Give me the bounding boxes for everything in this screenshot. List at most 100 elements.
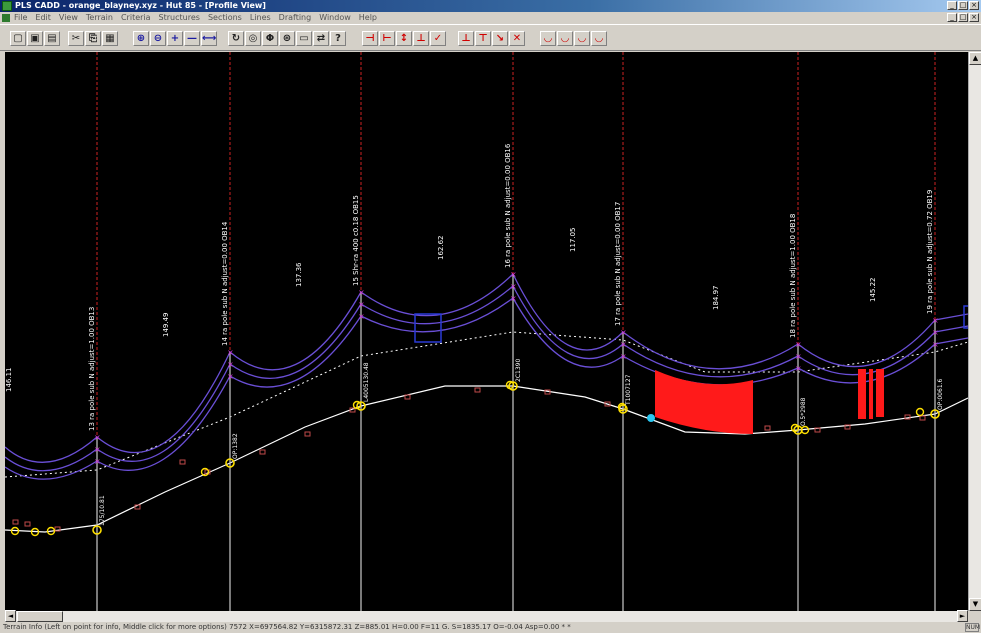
crossing-box-icon — [963, 305, 968, 329]
paste-special-icon[interactable]: ⇄ — [313, 31, 329, 46]
menu-window[interactable]: Window — [319, 13, 351, 22]
maximize-button[interactable]: □ — [958, 1, 968, 10]
attachment-point-icon: × — [94, 433, 101, 442]
sag-clearance-icon[interactable]: ◡ — [574, 31, 590, 46]
move-structure-icon[interactable]: ⊢ — [379, 31, 395, 46]
sag-icon[interactable]: ◡ — [540, 31, 556, 46]
orbit-icon[interactable]: Φ — [262, 31, 278, 46]
conductor-wire — [5, 272, 968, 463]
attachment-point-icon: × — [227, 360, 234, 369]
toolbar-group: ⊣ ⊢ ↕ ⊥ ✓ — [362, 31, 447, 47]
rotate-icon[interactable]: ↻ — [228, 31, 244, 46]
menu-help[interactable]: Help — [358, 13, 378, 22]
attachment-point-icon: × — [620, 340, 627, 349]
vertical-scrollbar[interactable]: ▲ ▼ — [968, 52, 981, 611]
profile-canvas[interactable]: × × × 13 ra pole sub N adjust=1.00 OB13 175/… — [5, 52, 968, 611]
attachment-point-icon: × — [510, 282, 517, 291]
terrain-slope-icon[interactable]: ↘ — [492, 31, 508, 46]
terrain-move-icon[interactable]: ⊤ — [475, 31, 491, 46]
structure-label: 16 ra pole sub N adjust=0.00 OB16 — [504, 143, 512, 268]
structure-span-icon[interactable]: ⊥ — [413, 31, 429, 46]
terrain-point-icon — [179, 459, 186, 465]
close-button[interactable]: × — [969, 1, 979, 10]
attachment-point-icon: × — [227, 372, 234, 381]
zoom-out-icon[interactable]: ⊖ — [150, 31, 166, 46]
attachment-point-icon: × — [620, 328, 627, 337]
terrain-point-icon — [12, 519, 19, 525]
menu-edit[interactable]: Edit — [35, 13, 51, 22]
span-length-label: 184.97 — [712, 286, 720, 311]
menu-terrain[interactable]: Terrain — [85, 13, 113, 22]
scroll-right-icon[interactable]: ► — [957, 610, 968, 622]
zoom-extents-icon[interactable]: ⟷ — [201, 31, 217, 46]
save-icon[interactable]: ▤ — [44, 31, 60, 46]
copy-icon[interactable]: ⎘ — [85, 31, 101, 46]
sag-check-icon[interactable]: ◡ — [557, 31, 573, 46]
terrain-add-icon[interactable]: ⊥ — [458, 31, 474, 46]
terrain-node-icon — [790, 423, 800, 433]
new-icon[interactable]: ▢ — [10, 31, 26, 46]
paste-icon[interactable]: ▦ — [102, 31, 118, 46]
span-length-label: 162.62 — [437, 236, 445, 261]
scroll-left-icon[interactable]: ◄ — [5, 610, 16, 622]
help-icon[interactable]: ? — [330, 31, 346, 46]
attachment-point-icon: × — [94, 457, 101, 466]
doc-minimize-button[interactable]: _ — [947, 13, 957, 22]
structure-ground-label: 175/10.81 — [99, 495, 106, 526]
structure-label: 17 ra pole sub N adjust=0.00 OB17 — [614, 202, 622, 326]
pan-icon[interactable]: ◎ — [245, 31, 261, 46]
attachment-point-icon: × — [227, 348, 234, 357]
menu-view[interactable]: View — [58, 13, 78, 22]
terrain-point-icon — [54, 526, 61, 532]
doc-close-button[interactable]: × — [969, 13, 979, 22]
terrain-point-icon — [304, 431, 311, 437]
attachment-point-icon: × — [932, 328, 939, 337]
doc-maximize-button[interactable]: □ — [958, 13, 968, 22]
attachment-point-icon: × — [94, 445, 101, 454]
sag-report-icon[interactable]: ◡ — [591, 31, 607, 46]
clearance-violation-region — [655, 370, 753, 434]
zoom-minus-icon[interactable]: — — [184, 31, 200, 46]
horizontal-scroll-thumb[interactable] — [17, 611, 63, 622]
zoom-in-icon[interactable]: ⊕ — [133, 31, 149, 46]
menu-structures[interactable]: Structures — [158, 13, 200, 22]
terrain-point-icon — [24, 521, 31, 527]
terrain-point-icon — [404, 394, 411, 400]
attachment-point-icon: × — [358, 288, 365, 297]
menu-file[interactable]: File — [14, 13, 28, 22]
add-structure-icon[interactable]: ⊣ — [362, 31, 378, 46]
minimize-button[interactable]: _ — [947, 1, 957, 10]
menu-lines[interactable]: Lines — [249, 13, 271, 22]
terrain-point-icon — [814, 427, 821, 433]
structure-label: 19 ra pole sub N adjust=0.72 OB19 — [926, 190, 934, 314]
scroll-down-icon[interactable]: ▼ — [969, 598, 981, 611]
status-num-indicator: NUM — [965, 623, 981, 632]
scroll-up-icon[interactable]: ▲ — [969, 52, 981, 65]
structure-check-icon[interactable]: ✓ — [430, 31, 446, 46]
structure-base-icon — [225, 458, 235, 468]
menu-bar: File Edit View Terrain Criteria Structures Sec… — [0, 12, 981, 24]
terrain-point-icon — [764, 425, 771, 431]
redraw-icon[interactable]: ⊛ — [279, 31, 295, 46]
terrain-node-icon — [915, 407, 925, 417]
terrain-point-icon — [604, 401, 611, 407]
structure-base-icon — [356, 401, 366, 411]
print-icon[interactable]: ▭ — [296, 31, 312, 46]
structure-label: 18 ra pole sub N adjust=1.00 OB18 — [789, 214, 797, 338]
cut-icon[interactable]: ✂ — [68, 31, 84, 46]
menu-drafting[interactable]: Drafting — [278, 13, 312, 22]
terrain-delete-icon[interactable]: ✕ — [509, 31, 525, 46]
profile-view[interactable]: × × × 13 ra pole sub N adjust=1.00 OB13 175/… — [5, 52, 968, 611]
span-length-label: 149.49 — [162, 313, 170, 338]
horizontal-scrollbar[interactable]: ◄ ► — [5, 610, 968, 622]
attachment-point-icon: × — [510, 294, 517, 303]
terrain-point-icon — [474, 387, 481, 393]
open-icon[interactable]: ▣ — [27, 31, 43, 46]
attachment-point-icon: × — [795, 352, 802, 361]
structure-up-icon[interactable]: ↕ — [396, 31, 412, 46]
menu-criteria[interactable]: Criteria — [120, 13, 151, 22]
terrain-node-icon — [617, 402, 627, 412]
zoom-plus-icon[interactable]: + — [167, 31, 183, 46]
attachment-point-icon: × — [932, 316, 939, 325]
menu-sections[interactable]: Sections — [207, 13, 242, 22]
